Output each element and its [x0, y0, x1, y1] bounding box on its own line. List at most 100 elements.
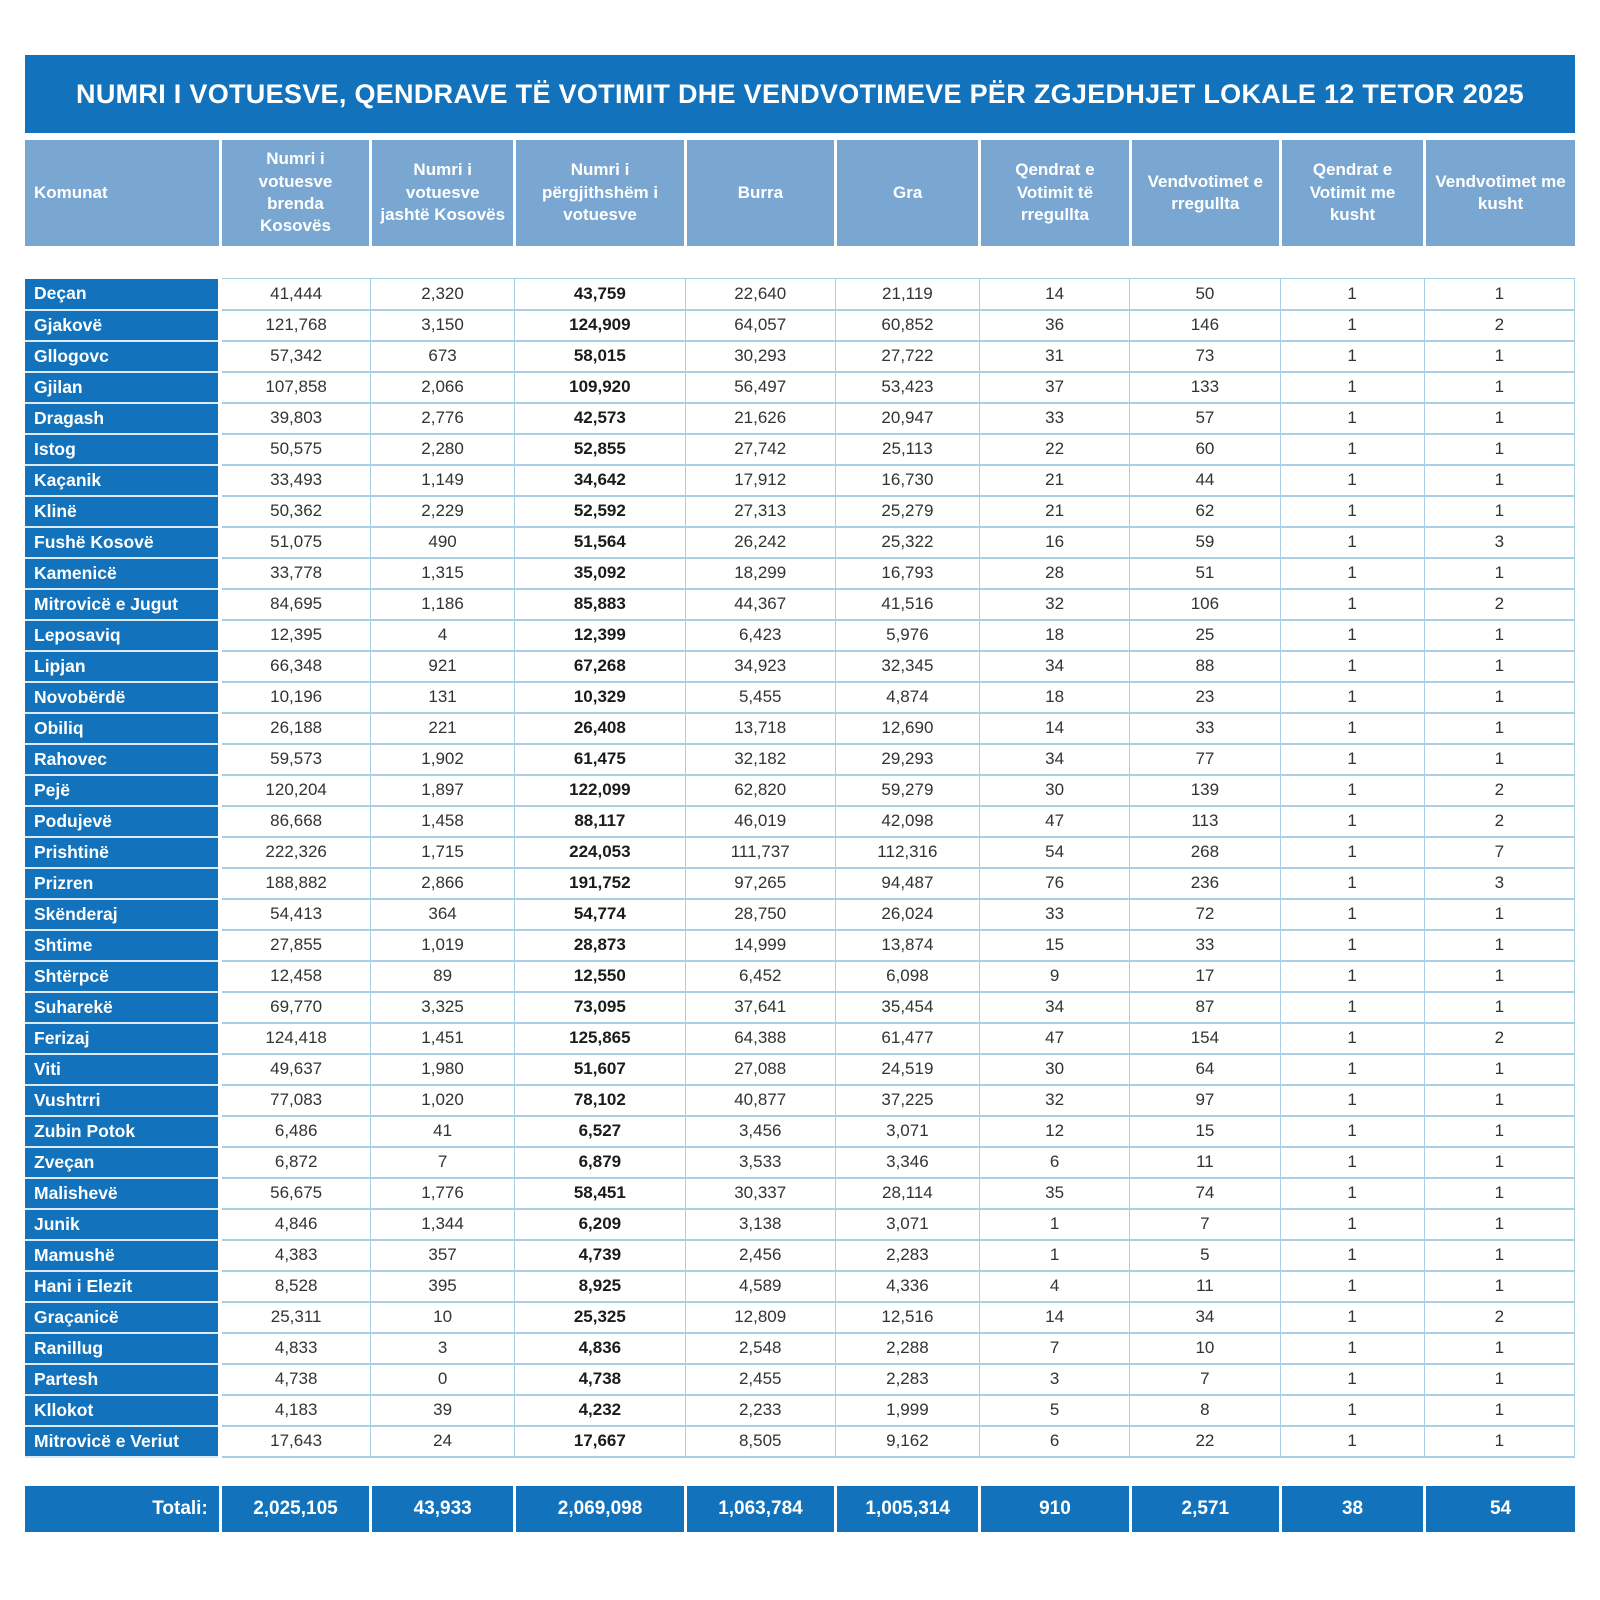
- data-cell: 111,737: [684, 836, 836, 869]
- data-cell: 3: [1423, 867, 1576, 900]
- data-cell: 1: [1423, 1270, 1576, 1303]
- data-cell: 1: [1423, 991, 1576, 1024]
- data-cell: 1: [1423, 929, 1576, 962]
- data-cell: 268: [1129, 836, 1281, 869]
- data-cell: 16: [978, 526, 1131, 559]
- data-cell: 8,505: [684, 1425, 836, 1458]
- data-cell: 1: [1279, 278, 1425, 311]
- data-cell: 1: [1423, 1363, 1576, 1396]
- table-row: Suharekë 69,770 3,325 73,095 37,641 35,454 34 8…: [25, 991, 1576, 1024]
- data-cell: 1: [1279, 1146, 1425, 1179]
- data-cell: 2: [1423, 1022, 1576, 1055]
- data-cell: 21,119: [834, 278, 980, 311]
- data-cell: 12: [978, 1115, 1131, 1148]
- table-row: Leposaviq 12,395 4 12,399 6,423 5,976 18 25 1 1: [25, 619, 1576, 652]
- data-cell: 1: [1423, 681, 1576, 714]
- data-cell: 109,920: [514, 371, 686, 404]
- data-cell: 25: [1129, 619, 1281, 652]
- data-cell: 30,293: [684, 340, 836, 373]
- data-cell: 1: [1279, 867, 1425, 900]
- data-cell: 112,316: [834, 836, 980, 869]
- data-cell: 89: [370, 960, 516, 993]
- data-cell: 2,280: [370, 433, 516, 466]
- data-cell: 1: [1279, 898, 1425, 931]
- data-cell: 4,738: [514, 1363, 686, 1396]
- data-cell: 44: [1129, 464, 1281, 497]
- municipality-label: Kaçanik: [25, 464, 223, 497]
- data-cell: 22: [978, 433, 1131, 466]
- municipality-label: Ranillug: [25, 1332, 223, 1365]
- data-cell: 88,117: [514, 805, 686, 838]
- data-cell: 5,976: [834, 619, 980, 652]
- table-row: Obiliq 26,188 221 26,408 13,718 12,690 14 33 1 1: [25, 712, 1576, 745]
- data-cell: 26,188: [219, 712, 372, 745]
- data-cell: 5,455: [684, 681, 836, 714]
- data-cell: 15: [978, 929, 1131, 962]
- column-header-4: Burra: [683, 140, 836, 246]
- data-cell: 87: [1129, 991, 1281, 1024]
- municipality-label: Podujevë: [25, 805, 223, 838]
- municipality-label: Deçan: [25, 278, 223, 311]
- table-row: Mitrovicë e Veriut 17,643 24 17,667 8,505 9,1…: [25, 1425, 1576, 1458]
- table-row: Novobërdë 10,196 131 10,329 5,455 4,874 18 23 1 1: [25, 681, 1576, 714]
- municipality-label: Istog: [25, 433, 223, 466]
- data-cell: 1,897: [370, 774, 516, 807]
- data-cell: 1: [1279, 340, 1425, 373]
- table-row: Podujevë 86,668 1,458 88,117 46,019 42,098 47 1…: [25, 805, 1576, 838]
- table-row: Prishtinë 222,326 1,715 224,053 111,737 112,3…: [25, 836, 1576, 869]
- data-cell: 59,279: [834, 774, 980, 807]
- data-cell: 26,024: [834, 898, 980, 931]
- data-cell: 32,345: [834, 650, 980, 683]
- municipality-label: Mitrovicë e Veriut: [25, 1425, 223, 1458]
- data-cell: 4,738: [219, 1363, 372, 1396]
- data-cell: 52,592: [514, 495, 686, 528]
- data-cell: 41: [370, 1115, 516, 1148]
- municipality-label: Leposaviq: [25, 619, 223, 652]
- table-row: Mamushë 4,383 357 4,739 2,456 2,283 1 5 1 1: [25, 1239, 1576, 1272]
- data-cell: 2,288: [834, 1332, 980, 1365]
- data-cell: 1: [1423, 278, 1576, 311]
- column-header-2: Numri i votuesve jashtë Kosovës: [369, 140, 515, 246]
- data-cell: 61,477: [834, 1022, 980, 1055]
- data-cell: 27,855: [219, 929, 372, 962]
- data-cell: 29,293: [834, 743, 980, 776]
- data-cell: 4,232: [514, 1394, 686, 1427]
- data-cell: 14: [978, 712, 1131, 745]
- municipality-label: Lipjan: [25, 650, 223, 683]
- data-cell: 8,925: [514, 1270, 686, 1303]
- municipality-label: Zubin Potok: [25, 1115, 223, 1148]
- data-cell: 4,874: [834, 681, 980, 714]
- data-cell: 94,487: [834, 867, 980, 900]
- data-cell: 15: [1129, 1115, 1281, 1148]
- data-cell: 34: [978, 650, 1131, 683]
- data-cell: 2,283: [834, 1363, 980, 1396]
- data-cell: 10: [370, 1301, 516, 1334]
- data-cell: 1: [1279, 1053, 1425, 1086]
- data-cell: 22: [1129, 1425, 1281, 1458]
- data-cell: 4,833: [219, 1332, 372, 1365]
- data-cell: 4: [978, 1270, 1131, 1303]
- table-row: Shtërpcë 12,458 89 12,550 6,452 6,098 9 17 1 1: [25, 960, 1576, 993]
- data-cell: 14,999: [684, 929, 836, 962]
- data-cell: 4: [370, 619, 516, 652]
- table-row: Shtime 27,855 1,019 28,873 14,999 13,874 15 33 1…: [25, 929, 1576, 962]
- data-cell: 131: [370, 681, 516, 714]
- municipality-label: Fushë Kosovë: [25, 526, 223, 559]
- data-cell: 1: [1423, 1394, 1576, 1427]
- data-cell: 1: [1279, 681, 1425, 714]
- data-cell: 12,458: [219, 960, 372, 993]
- data-cell: 35: [978, 1177, 1131, 1210]
- data-cell: 64: [1129, 1053, 1281, 1086]
- data-cell: 1: [1423, 1239, 1576, 1272]
- data-cell: 84,695: [219, 588, 372, 621]
- data-cell: 10: [1129, 1332, 1281, 1365]
- data-cell: 1: [1423, 433, 1576, 466]
- data-cell: 1: [1279, 960, 1425, 993]
- data-cell: 1: [1423, 1177, 1576, 1210]
- data-cell: 54,774: [514, 898, 686, 931]
- municipality-label: Prishtinë: [25, 836, 223, 869]
- data-cell: 51,075: [219, 526, 372, 559]
- table-row: Fushë Kosovë 51,075 490 51,564 26,242 25,322 1…: [25, 526, 1576, 559]
- data-cell: 33: [978, 402, 1131, 435]
- data-cell: 57: [1129, 402, 1281, 435]
